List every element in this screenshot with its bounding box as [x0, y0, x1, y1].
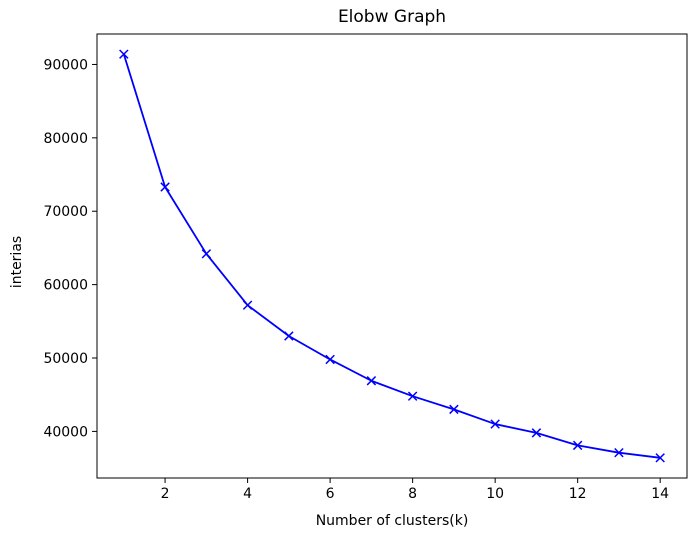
- data-point-k5: [284, 331, 294, 341]
- data-point-k6: [325, 354, 335, 365]
- data-point-k2: [160, 182, 170, 192]
- series-line-0: [122, 53, 661, 459]
- data-point-k9: [449, 404, 459, 415]
- plot-area: 2 4 6 8 10 12 14 40000 50000 60000 70000 80000 90000: [43, 33, 688, 502]
- data-point-k13: [614, 447, 624, 458]
- data-point-k7: [366, 376, 377, 386]
- y-tick-label-90000: 90000: [43, 57, 88, 73]
- y-axis-label: interias: [9, 236, 25, 288]
- x-tick-label-4: 4: [243, 486, 252, 502]
- data-point-k8: [407, 391, 418, 401]
- data-point-k3: [201, 249, 212, 259]
- x-tick-label-14: 14: [651, 486, 669, 502]
- data-point-k4: [242, 300, 253, 310]
- data-point-k12: [572, 440, 583, 451]
- x-tick-label-8: 8: [408, 486, 417, 502]
- x-tick-label-6: 6: [326, 486, 335, 502]
- x-tick-label-10: 10: [486, 486, 504, 502]
- data-point-k14: [655, 453, 665, 463]
- y-tick-label-50000: 50000: [43, 351, 88, 367]
- data-point-k11: [531, 428, 542, 438]
- plot-frame: [96, 33, 688, 479]
- x-axis-label: Number of clusters(k): [316, 513, 469, 529]
- y-tick-label-60000: 60000: [43, 278, 88, 294]
- data-point-k1: [119, 49, 129, 59]
- y-tick-label-80000: 80000: [43, 131, 88, 147]
- y-tick-label-40000: 40000: [43, 424, 88, 440]
- x-tick-label-12: 12: [569, 486, 587, 502]
- y-tick-label-70000: 70000: [43, 204, 88, 220]
- chart-title: Elobw Graph: [338, 7, 446, 27]
- data-point-k10: [490, 419, 500, 429]
- x-tick-label-2: 2: [161, 486, 170, 502]
